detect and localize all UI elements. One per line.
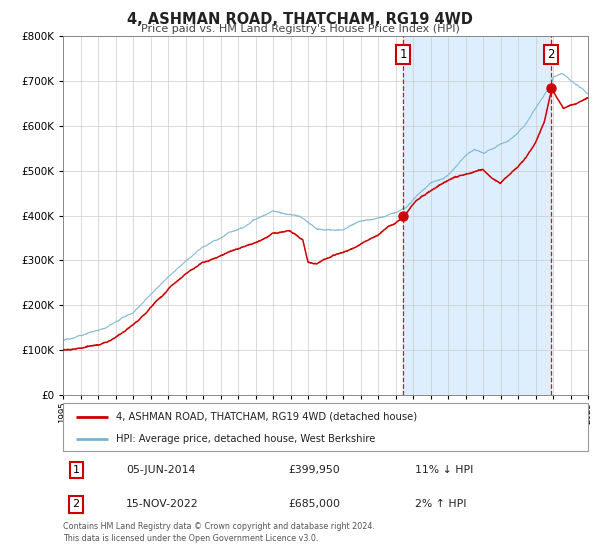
Text: 1: 1 bbox=[400, 48, 407, 61]
Bar bbox=[403, 36, 551, 395]
Text: Contains HM Land Registry data © Crown copyright and database right 2024.
This d: Contains HM Land Registry data © Crown c… bbox=[63, 522, 375, 543]
Text: 1: 1 bbox=[73, 465, 80, 475]
Text: £685,000: £685,000 bbox=[289, 500, 341, 510]
Text: 2% ↑ HPI: 2% ↑ HPI bbox=[415, 500, 466, 510]
Text: 05-JUN-2014: 05-JUN-2014 bbox=[126, 465, 196, 475]
Text: 4, ASHMAN ROAD, THATCHAM, RG19 4WD: 4, ASHMAN ROAD, THATCHAM, RG19 4WD bbox=[127, 12, 473, 27]
Text: 2: 2 bbox=[73, 500, 80, 510]
Text: £399,950: £399,950 bbox=[289, 465, 341, 475]
Text: Price paid vs. HM Land Registry's House Price Index (HPI): Price paid vs. HM Land Registry's House … bbox=[140, 24, 460, 34]
Text: HPI: Average price, detached house, West Berkshire: HPI: Average price, detached house, West… bbox=[115, 434, 375, 444]
FancyBboxPatch shape bbox=[63, 403, 588, 451]
Text: 15-NOV-2022: 15-NOV-2022 bbox=[126, 500, 199, 510]
Text: 2: 2 bbox=[547, 48, 554, 61]
Text: 11% ↓ HPI: 11% ↓ HPI bbox=[415, 465, 473, 475]
Text: 4, ASHMAN ROAD, THATCHAM, RG19 4WD (detached house): 4, ASHMAN ROAD, THATCHAM, RG19 4WD (deta… bbox=[115, 412, 416, 422]
